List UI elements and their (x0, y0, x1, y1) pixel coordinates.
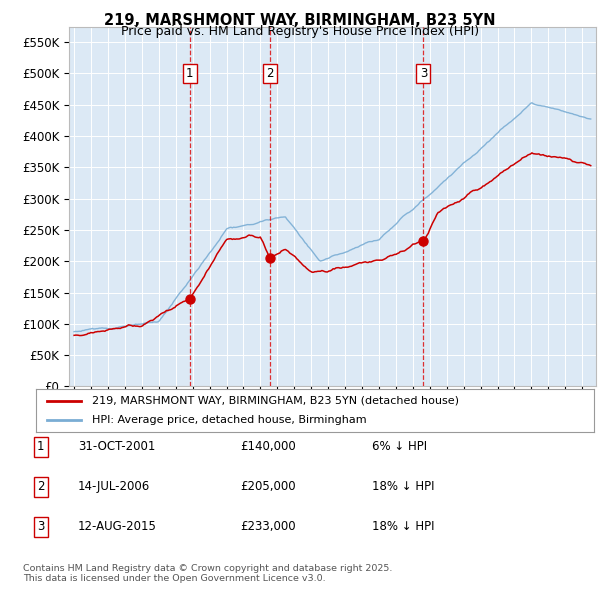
Text: 18% ↓ HPI: 18% ↓ HPI (372, 480, 434, 493)
Text: 3: 3 (37, 520, 44, 533)
Text: 1: 1 (186, 67, 194, 80)
Text: HPI: Average price, detached house, Birmingham: HPI: Average price, detached house, Birm… (92, 415, 367, 425)
Text: £140,000: £140,000 (240, 440, 296, 453)
Text: 1: 1 (37, 440, 44, 453)
Text: 14-JUL-2006: 14-JUL-2006 (78, 480, 150, 493)
Text: 219, MARSHMONT WAY, BIRMINGHAM, B23 5YN (detached house): 219, MARSHMONT WAY, BIRMINGHAM, B23 5YN … (92, 396, 459, 406)
Text: 6% ↓ HPI: 6% ↓ HPI (372, 440, 427, 453)
Text: 3: 3 (419, 67, 427, 80)
Text: 2: 2 (37, 480, 44, 493)
Text: £233,000: £233,000 (240, 520, 296, 533)
Text: 219, MARSHMONT WAY, BIRMINGHAM, B23 5YN: 219, MARSHMONT WAY, BIRMINGHAM, B23 5YN (104, 13, 496, 28)
Text: Contains HM Land Registry data © Crown copyright and database right 2025.
This d: Contains HM Land Registry data © Crown c… (23, 563, 392, 583)
Text: £205,000: £205,000 (240, 480, 296, 493)
Text: Price paid vs. HM Land Registry's House Price Index (HPI): Price paid vs. HM Land Registry's House … (121, 25, 479, 38)
Text: 18% ↓ HPI: 18% ↓ HPI (372, 520, 434, 533)
Text: 12-AUG-2015: 12-AUG-2015 (78, 520, 157, 533)
Text: 2: 2 (266, 67, 274, 80)
Text: 31-OCT-2001: 31-OCT-2001 (78, 440, 155, 453)
